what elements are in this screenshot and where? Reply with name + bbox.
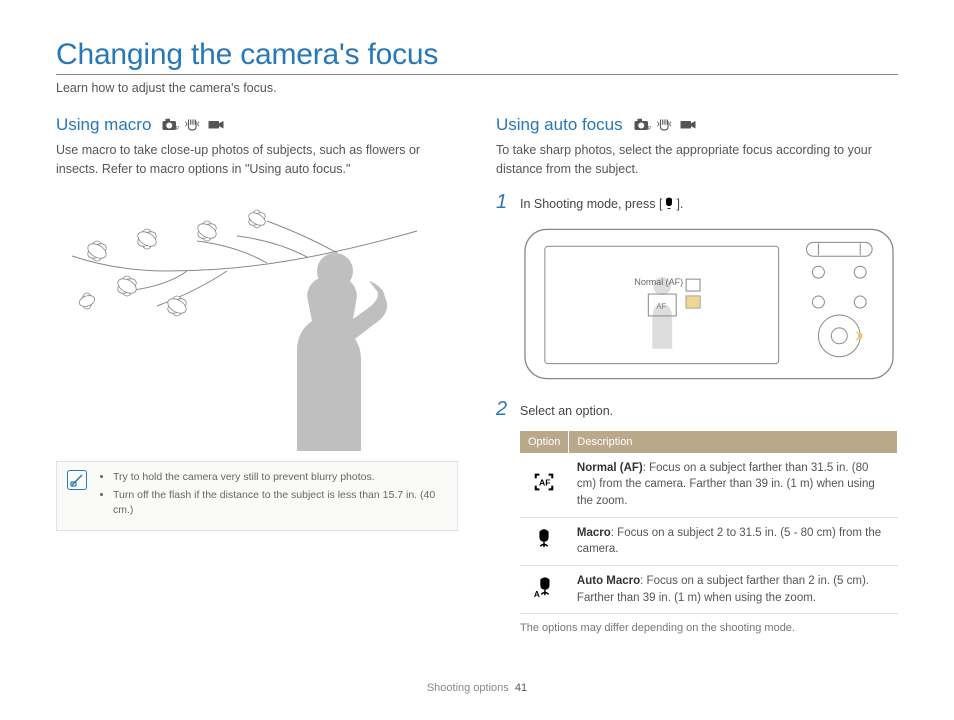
- camera-p-icon: P: [161, 118, 179, 132]
- row-icon-cell: A: [520, 565, 569, 613]
- step-2-text: Select an option.: [520, 404, 613, 418]
- svg-text:P: P: [176, 126, 179, 132]
- steps: 1 In Shooting mode, press [].: [496, 191, 898, 214]
- row-desc: Macro: Focus on a subject 2 to 31.5 in. …: [569, 517, 898, 565]
- th-description: Description: [569, 431, 898, 453]
- step-1-text: In Shooting mode, press [].: [520, 196, 683, 211]
- options-table: Option Description AF Normal (AF): Focus…: [520, 431, 898, 615]
- page-title: Changing the camera's focus: [56, 38, 898, 72]
- camera-af-label: Normal (AF): [634, 277, 683, 287]
- row-text: : Focus on a subject 2 to 31.5 in. (5 - …: [577, 527, 881, 556]
- row-label: Normal (AF): [577, 462, 643, 474]
- table-note: The options may differ depending on the …: [520, 622, 898, 634]
- tulip-icon: [533, 527, 555, 549]
- footer-section: Shooting options: [427, 682, 509, 694]
- table-row: Macro: Focus on a subject 2 to 31.5 in. …: [520, 517, 898, 565]
- svg-text:P: P: [648, 126, 651, 132]
- camera-back-illustration: Normal (AF) AF: [520, 224, 898, 384]
- note-item: Try to hold the camera very still to pre…: [113, 470, 447, 485]
- step-1-suffix: ].: [676, 197, 683, 211]
- left-heading: Using macro P: [56, 115, 458, 135]
- hand-steady-icon: [656, 118, 674, 132]
- hand-steady-icon: [184, 118, 202, 132]
- row-label: Auto Macro: [577, 575, 640, 587]
- tulip-a-icon: A: [533, 576, 555, 598]
- note-icon: [67, 470, 87, 490]
- row-icon-cell: [520, 517, 569, 565]
- svg-text:AF: AF: [539, 477, 551, 487]
- left-heading-text: Using macro: [56, 115, 151, 135]
- left-mode-icons: P: [161, 118, 225, 132]
- step-2: 2 Select an option.: [496, 398, 898, 421]
- step-number: 1: [496, 191, 510, 214]
- af-bracket-icon: AF: [533, 471, 555, 493]
- note-box: Try to hold the camera very still to pre…: [56, 461, 458, 531]
- svg-text:AF: AF: [656, 301, 666, 310]
- right-column: Using auto focus P To take sharp photos,…: [496, 115, 898, 634]
- row-icon-cell: AF: [520, 453, 569, 518]
- row-label: Macro: [577, 527, 611, 539]
- note-list: Try to hold the camera very still to pre…: [97, 470, 447, 522]
- macro-illustration: [56, 191, 458, 451]
- table-row: A Auto Macro: Focus on a subject farther…: [520, 565, 898, 613]
- page-subtitle: Learn how to adjust the camera's focus.: [56, 81, 898, 95]
- left-column: Using macro P Use macro to take close-up…: [56, 115, 458, 634]
- title-rule: [56, 74, 898, 75]
- right-mode-icons: P: [633, 118, 697, 132]
- step-1-prefix: In Shooting mode, press [: [520, 197, 662, 211]
- left-body: Use macro to take close-up photos of sub…: [56, 141, 458, 179]
- camera-p-icon: P: [633, 118, 651, 132]
- right-body: To take sharp photos, select the appropr…: [496, 141, 898, 179]
- video-icon: [207, 118, 225, 132]
- th-option: Option: [520, 431, 569, 453]
- page-footer: Shooting options 41: [0, 682, 954, 694]
- two-column-layout: Using macro P Use macro to take close-up…: [56, 115, 898, 634]
- row-desc: Auto Macro: Focus on a subject farther t…: [569, 565, 898, 613]
- note-item: Turn off the flash if the distance to th…: [113, 488, 447, 517]
- row-desc: Normal (AF): Focus on a subject farther …: [569, 453, 898, 518]
- video-icon: [679, 118, 697, 132]
- manual-page: Changing the camera's focus Learn how to…: [0, 0, 954, 664]
- tulip-icon: [662, 196, 676, 210]
- right-heading-text: Using auto focus: [496, 115, 623, 135]
- right-heading: Using auto focus P: [496, 115, 898, 135]
- table-row: AF Normal (AF): Focus on a subject farth…: [520, 453, 898, 518]
- svg-text:A: A: [534, 590, 540, 598]
- step-1: 1 In Shooting mode, press [].: [496, 191, 898, 214]
- step-number: 2: [496, 398, 510, 421]
- footer-page-number: 41: [515, 682, 527, 694]
